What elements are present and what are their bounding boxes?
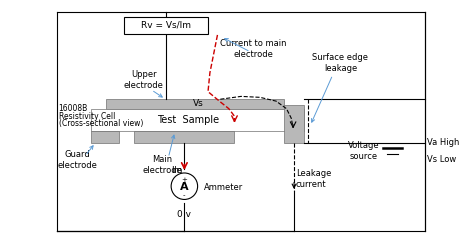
Text: (Cross-sectional view): (Cross-sectional view) [58,119,143,128]
Text: Rv = Vs/Im: Rv = Vs/Im [141,21,191,30]
Bar [90,109,304,131]
Text: Ammeter: Ammeter [204,183,243,192]
Text: Upper
electrode: Upper electrode [123,70,163,90]
Text: -: - [183,192,185,198]
Text: +: + [181,177,187,183]
Text: Va High: Va High [426,138,459,147]
Text: Vs: Vs [193,100,203,108]
Text: Guard
electrode: Guard electrode [57,150,97,170]
Text: Leakage
current: Leakage current [295,169,330,189]
Text: Voltage
source: Voltage source [347,141,379,161]
Text: 16008B: 16008B [58,104,88,113]
Text: Current to main
electrode: Current to main electrode [220,39,286,59]
Bar [283,105,304,143]
Text: Test  Sample: Test Sample [157,115,219,125]
FancyBboxPatch shape [124,17,208,33]
Bar [106,99,283,109]
Text: Surface edge
leakage: Surface edge leakage [312,53,368,73]
Text: Vs Low: Vs Low [426,155,456,164]
Bar [134,131,234,143]
Circle shape [171,173,197,200]
Text: A: A [179,182,188,192]
Bar [90,131,119,143]
Text: Main
electrode: Main electrode [142,155,182,175]
Text: Resistivity Cell: Resistivity Cell [58,112,115,121]
Text: Im: Im [171,166,182,175]
Text: 0 v: 0 v [177,210,191,219]
